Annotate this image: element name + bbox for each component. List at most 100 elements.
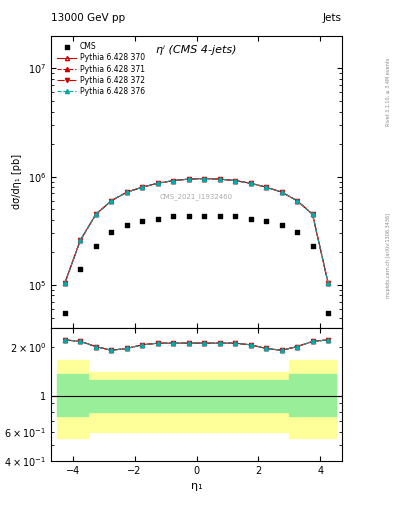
- CMS: [77, 265, 84, 273]
- CMS: [170, 212, 176, 221]
- Pythia 6.428 370: [295, 198, 299, 204]
- Pythia 6.428 371: [326, 280, 331, 286]
- Pythia 6.428 372: [202, 176, 207, 182]
- Pythia 6.428 371: [248, 180, 253, 186]
- Pythia 6.428 370: [156, 180, 160, 186]
- Pythia 6.428 370: [233, 178, 237, 184]
- Pythia 6.428 372: [171, 178, 176, 184]
- Y-axis label: dσ/dη₁ [pb]: dσ/dη₁ [pb]: [12, 154, 22, 209]
- Pythia 6.428 371: [310, 211, 315, 217]
- Pythia 6.428 372: [156, 180, 160, 186]
- Line: Pythia 6.428 371: Pythia 6.428 371: [63, 177, 330, 285]
- Line: Pythia 6.428 376: Pythia 6.428 376: [63, 177, 330, 285]
- Text: Rivet 3.1.10, ≥ 3.4M events: Rivet 3.1.10, ≥ 3.4M events: [386, 58, 391, 126]
- Pythia 6.428 372: [186, 176, 191, 182]
- Pythia 6.428 371: [125, 189, 129, 195]
- CMS: [185, 211, 192, 220]
- Pythia 6.428 371: [233, 178, 237, 184]
- Legend: CMS, Pythia 6.428 370, Pythia 6.428 371, Pythia 6.428 372, Pythia 6.428 376: CMS, Pythia 6.428 370, Pythia 6.428 371,…: [55, 39, 147, 98]
- Pythia 6.428 376: [156, 180, 160, 186]
- Pythia 6.428 372: [279, 189, 284, 195]
- Pythia 6.428 370: [264, 184, 268, 190]
- Pythia 6.428 371: [94, 211, 98, 217]
- Pythia 6.428 376: [202, 176, 207, 182]
- Pythia 6.428 376: [295, 198, 299, 204]
- CMS: [278, 221, 285, 229]
- Text: ηⁱ (CMS 4-jets): ηⁱ (CMS 4-jets): [156, 45, 237, 55]
- CMS: [309, 242, 316, 250]
- Pythia 6.428 370: [248, 180, 253, 186]
- Pythia 6.428 370: [109, 198, 114, 204]
- CMS: [248, 215, 254, 223]
- Pythia 6.428 370: [279, 189, 284, 195]
- Pythia 6.428 370: [78, 237, 83, 243]
- Pythia 6.428 376: [186, 176, 191, 182]
- Pythia 6.428 371: [171, 178, 176, 184]
- CMS: [232, 212, 238, 221]
- CMS: [108, 228, 115, 236]
- Pythia 6.428 372: [295, 198, 299, 204]
- Pythia 6.428 370: [310, 211, 315, 217]
- Pythia 6.428 370: [140, 184, 145, 190]
- Pythia 6.428 370: [326, 280, 331, 286]
- Text: 13000 GeV pp: 13000 GeV pp: [51, 13, 125, 23]
- Pythia 6.428 372: [109, 198, 114, 204]
- Pythia 6.428 376: [233, 178, 237, 184]
- Pythia 6.428 376: [264, 184, 268, 190]
- Pythia 6.428 376: [125, 189, 129, 195]
- Pythia 6.428 376: [140, 184, 145, 190]
- Pythia 6.428 370: [186, 176, 191, 182]
- CMS: [139, 217, 145, 225]
- Text: mcplots.cern.ch [arXiv:1306.3436]: mcplots.cern.ch [arXiv:1306.3436]: [386, 214, 391, 298]
- Text: Jets: Jets: [323, 13, 342, 23]
- Pythia 6.428 372: [310, 211, 315, 217]
- Pythia 6.428 376: [326, 280, 331, 286]
- Pythia 6.428 371: [202, 176, 207, 182]
- Pythia 6.428 372: [140, 184, 145, 190]
- Text: CMS_2021_I1932460: CMS_2021_I1932460: [160, 193, 233, 200]
- Pythia 6.428 371: [78, 237, 83, 243]
- Pythia 6.428 372: [248, 180, 253, 186]
- CMS: [217, 211, 223, 220]
- Pythia 6.428 370: [62, 280, 67, 286]
- Pythia 6.428 371: [186, 176, 191, 182]
- Pythia 6.428 376: [248, 180, 253, 186]
- Pythia 6.428 372: [125, 189, 129, 195]
- Pythia 6.428 371: [264, 184, 268, 190]
- CMS: [62, 309, 68, 317]
- Pythia 6.428 372: [264, 184, 268, 190]
- CMS: [325, 309, 331, 317]
- CMS: [155, 215, 161, 223]
- CMS: [93, 242, 99, 250]
- Pythia 6.428 376: [171, 178, 176, 184]
- Pythia 6.428 376: [94, 211, 98, 217]
- Pythia 6.428 371: [156, 180, 160, 186]
- Pythia 6.428 376: [62, 280, 67, 286]
- Pythia 6.428 376: [217, 176, 222, 182]
- Line: Pythia 6.428 370: Pythia 6.428 370: [63, 177, 330, 285]
- Pythia 6.428 372: [326, 280, 331, 286]
- Pythia 6.428 372: [94, 211, 98, 217]
- Pythia 6.428 371: [279, 189, 284, 195]
- Pythia 6.428 372: [62, 280, 67, 286]
- Pythia 6.428 372: [78, 237, 83, 243]
- Pythia 6.428 376: [109, 198, 114, 204]
- Pythia 6.428 371: [109, 198, 114, 204]
- Pythia 6.428 371: [140, 184, 145, 190]
- Pythia 6.428 370: [125, 189, 129, 195]
- Pythia 6.428 371: [217, 176, 222, 182]
- Pythia 6.428 370: [94, 211, 98, 217]
- Pythia 6.428 371: [62, 280, 67, 286]
- Line: Pythia 6.428 372: Pythia 6.428 372: [63, 177, 330, 285]
- CMS: [263, 217, 269, 225]
- X-axis label: η₁: η₁: [191, 481, 202, 491]
- Pythia 6.428 371: [295, 198, 299, 204]
- Pythia 6.428 376: [310, 211, 315, 217]
- Pythia 6.428 370: [171, 178, 176, 184]
- Pythia 6.428 376: [279, 189, 284, 195]
- Pythia 6.428 372: [217, 176, 222, 182]
- CMS: [201, 211, 208, 220]
- CMS: [124, 221, 130, 229]
- Pythia 6.428 376: [78, 237, 83, 243]
- Pythia 6.428 372: [233, 178, 237, 184]
